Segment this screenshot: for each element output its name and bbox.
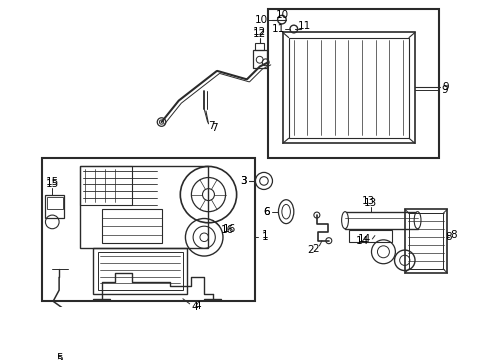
Text: 15: 15: [45, 177, 59, 187]
Text: 2: 2: [306, 245, 313, 255]
Text: 7: 7: [208, 121, 215, 131]
Bar: [255, 43, 264, 50]
Bar: [282, 32, 414, 143]
Bar: [408, 213, 442, 269]
Bar: [81, 166, 208, 248]
Text: 15: 15: [45, 179, 59, 189]
Bar: [93, 248, 187, 294]
Ellipse shape: [413, 212, 420, 229]
Text: 1: 1: [262, 232, 268, 242]
Text: 12: 12: [252, 29, 266, 39]
Bar: [47, 197, 62, 209]
Text: 12: 12: [252, 27, 266, 37]
Text: 6: 6: [263, 207, 269, 217]
Text: 2: 2: [311, 244, 318, 254]
Text: 6: 6: [263, 207, 269, 217]
Text: 8: 8: [449, 230, 456, 240]
Text: 9: 9: [441, 85, 447, 95]
Text: 13: 13: [362, 197, 375, 206]
Bar: [45, 195, 64, 219]
Text: 4: 4: [194, 301, 200, 311]
Text: 13: 13: [363, 198, 376, 208]
Bar: [252, 50, 266, 68]
Text: 9: 9: [442, 82, 448, 92]
Bar: [81, 166, 131, 205]
Text: 1: 1: [262, 230, 268, 240]
Text: 5: 5: [56, 355, 62, 360]
Text: 5: 5: [56, 354, 62, 360]
Bar: [97, 252, 183, 290]
Text: 14: 14: [355, 236, 368, 246]
Ellipse shape: [341, 212, 348, 229]
Bar: [404, 209, 447, 273]
Bar: [288, 37, 408, 138]
Text: 3: 3: [240, 176, 246, 186]
Bar: [345, 212, 417, 229]
Text: 16: 16: [221, 225, 234, 235]
Text: 11: 11: [271, 24, 285, 34]
Text: 10: 10: [275, 10, 288, 21]
Bar: [42, 158, 255, 301]
Text: 3: 3: [240, 176, 246, 186]
Text: 14: 14: [357, 234, 370, 244]
Text: 4: 4: [191, 302, 198, 312]
Text: 7: 7: [211, 123, 217, 133]
Text: 11: 11: [298, 21, 311, 31]
Bar: [267, 9, 438, 158]
Text: 16: 16: [223, 224, 236, 234]
Text: 10: 10: [255, 15, 267, 24]
Bar: [348, 230, 391, 242]
Bar: [102, 209, 161, 243]
Text: 8: 8: [444, 232, 451, 242]
